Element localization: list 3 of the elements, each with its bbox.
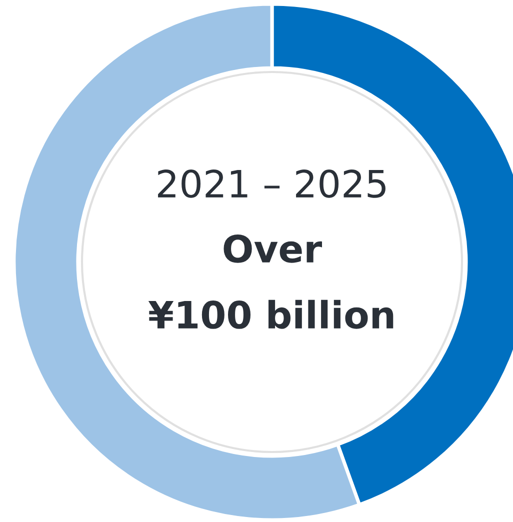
text: 2021 – 2025 <box>158 170 386 198</box>
text: ¥100 billion <box>148 300 394 329</box>
text: Over <box>224 234 322 263</box>
